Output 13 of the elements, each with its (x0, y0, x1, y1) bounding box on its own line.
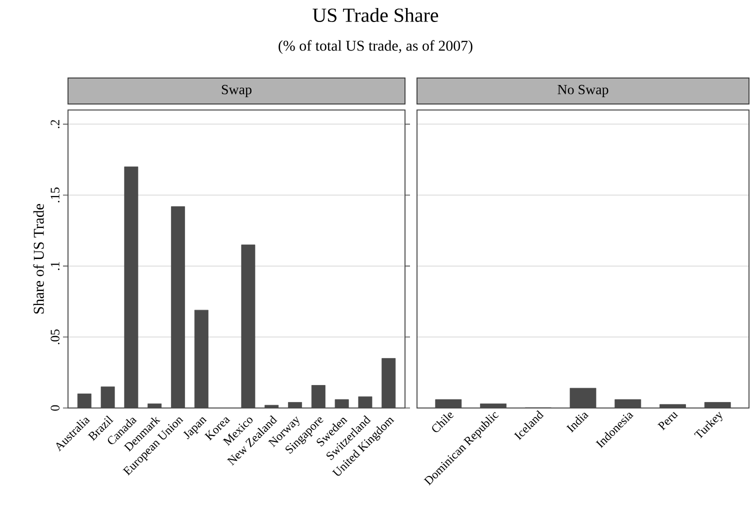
y-axis-title: Share of US Trade (33, 204, 44, 314)
x-tick-label: Peru (657, 412, 678, 430)
text: (% of total US trade, as of 2007) (278, 40, 472, 54)
chart-title: Swap (222, 84, 252, 98)
x-tick-label: India (566, 412, 589, 433)
text: US Trade Share (312, 8, 438, 22)
y-tick-label: .2 (50, 120, 60, 128)
y-tick-label: .15 (50, 188, 60, 202)
y-tick-label: .05 (50, 329, 60, 344)
chart-title: No Swap (558, 84, 608, 98)
y-tick-label: .1 (50, 262, 60, 270)
y-tick-label: 0 (50, 405, 60, 411)
x-tick-label: Chile (432, 412, 454, 432)
